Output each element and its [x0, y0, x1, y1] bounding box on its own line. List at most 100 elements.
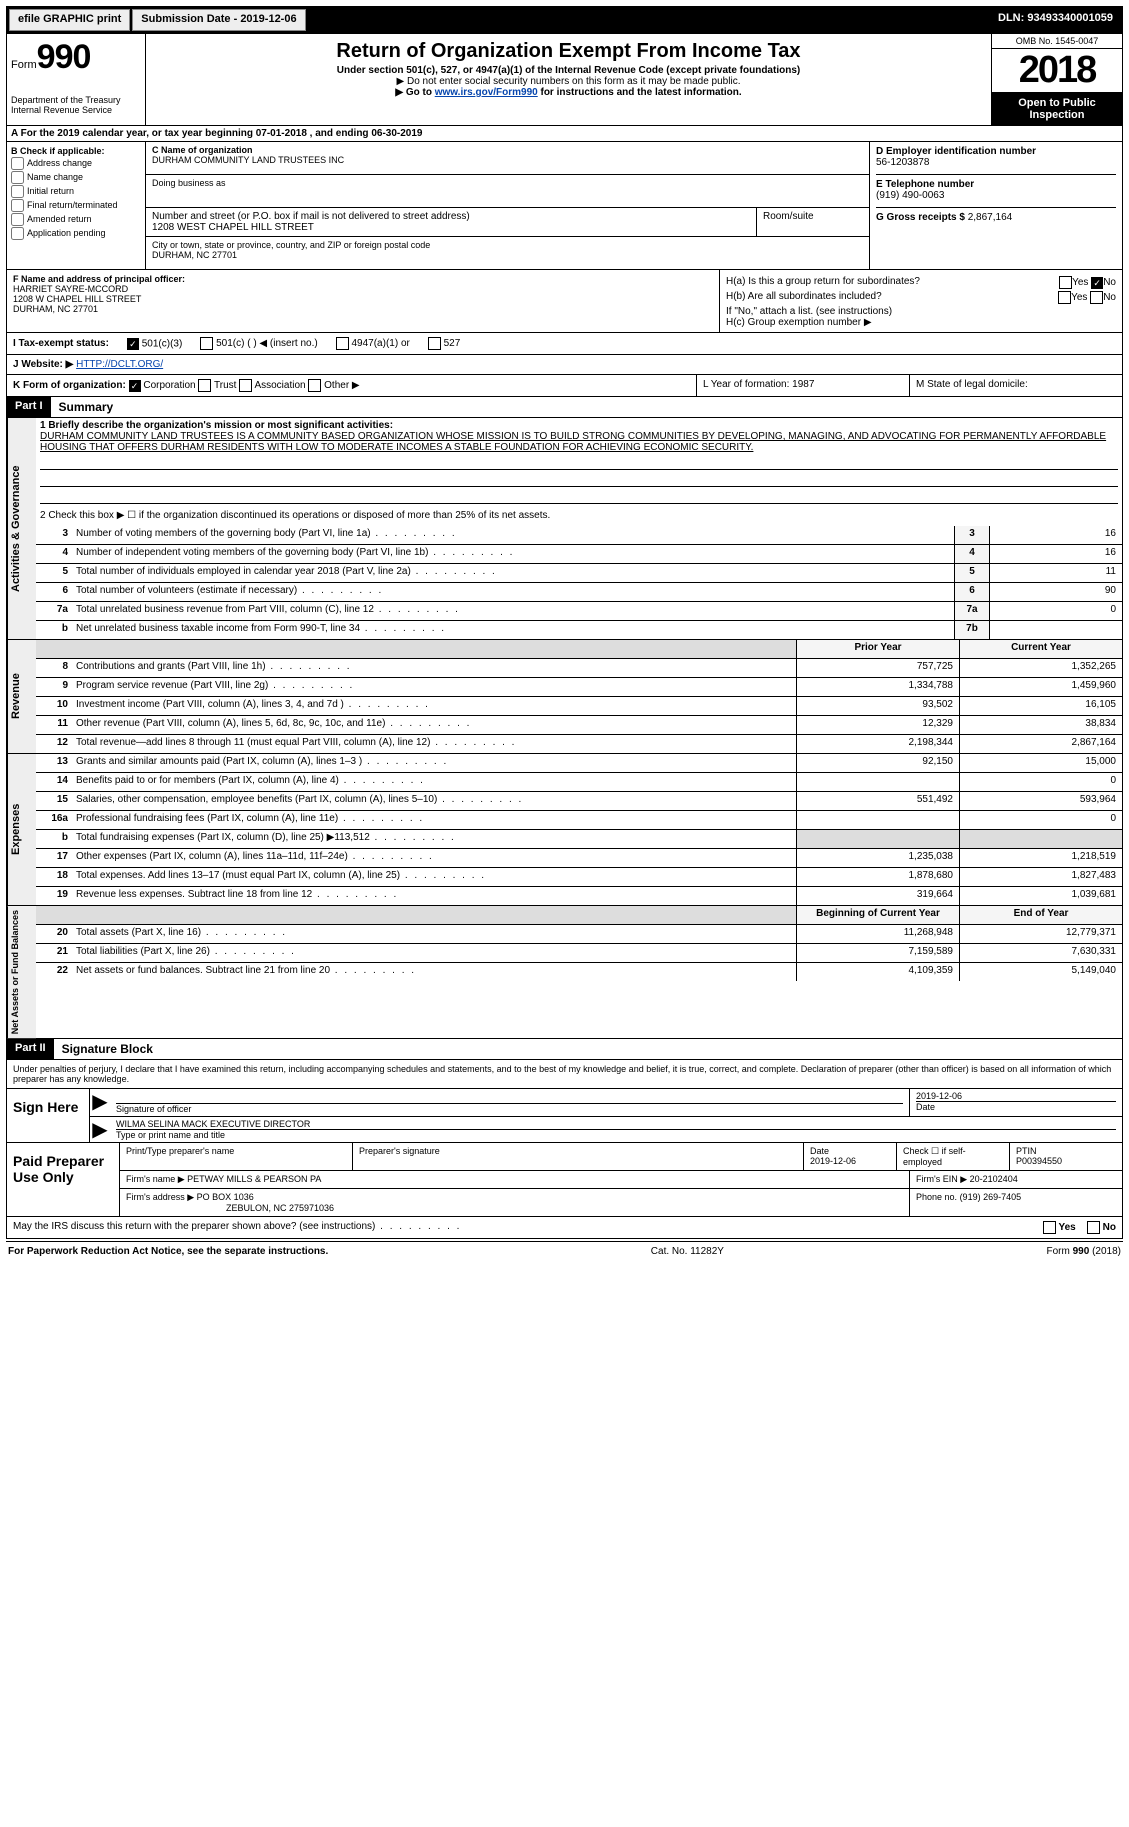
exp-row-13: 13Grants and similar amounts paid (Part … [36, 754, 1122, 773]
chk-final-return[interactable]: Final return/terminated [11, 199, 141, 212]
line-val: 16 [989, 526, 1122, 544]
line-num: 10 [36, 697, 72, 715]
line-desc: Total number of individuals employed in … [72, 564, 954, 582]
chk-name-change[interactable]: Name change [11, 171, 141, 184]
chk-hb-no[interactable] [1090, 291, 1103, 304]
prior-val: 12,329 [796, 716, 959, 734]
line-no-box: 6 [954, 583, 989, 601]
current-val: 5,149,040 [959, 963, 1122, 981]
prep-row-1: Print/Type preparer's name Preparer's si… [120, 1143, 1122, 1171]
line-desc: Total expenses. Add lines 13–17 (must eq… [72, 868, 796, 886]
h-a-label: H(a) Is this a group return for subordin… [726, 276, 920, 289]
chk-ha-yes[interactable] [1059, 276, 1072, 289]
sig-name-value: WILMA SELINA MACK EXECUTIVE DIRECTOR [116, 1119, 1116, 1129]
vtab-expenses: Expenses [7, 754, 36, 905]
perjury-para: Under penalties of perjury, I declare th… [7, 1060, 1122, 1089]
website-link[interactable]: HTTP://DCLT.ORG/ [76, 359, 163, 370]
line-num: 17 [36, 849, 72, 867]
arrow-icon: ▶ [90, 1089, 110, 1116]
chk-4947[interactable]: 4947(a)(1) or [336, 337, 410, 350]
line-desc: Revenue less expenses. Subtract line 18 … [72, 887, 796, 905]
chk-discuss-no[interactable] [1087, 1221, 1100, 1234]
efile-button[interactable]: efile GRAPHIC print [9, 9, 130, 31]
rev-header-row: Prior Year Current Year [36, 640, 1122, 659]
sig-date-label: Date [916, 1101, 1116, 1112]
gov-row-7b: bNet unrelated business taxable income f… [36, 621, 1122, 639]
line1: 1 Briefly describe the organization's mi… [36, 418, 1122, 508]
prior-val: 2,198,344 [796, 735, 959, 753]
line-no-box: 7a [954, 602, 989, 620]
chk-other[interactable]: Other ▶ [308, 380, 359, 391]
line-num: b [36, 621, 72, 639]
chk-501c3[interactable]: ✓ 501(c)(3) [127, 338, 182, 350]
rev-h-blank2 [72, 640, 796, 658]
current-val: 2,867,164 [959, 735, 1122, 753]
form-number: Form990 [11, 38, 141, 77]
line-val: 11 [989, 564, 1122, 582]
phone-label: E Telephone number [876, 179, 1116, 190]
line1-row: 1 Briefly describe the organization's mi… [36, 418, 1122, 508]
cell-gray [959, 830, 1122, 848]
chk-corp[interactable]: ✓ Corporation [129, 380, 196, 391]
chk-hb-yes[interactable] [1058, 291, 1071, 304]
chk-assoc[interactable]: Association [239, 380, 305, 391]
net-h-blank1 [36, 906, 72, 924]
officer-label: F Name and address of principal officer: [13, 274, 713, 284]
line-desc: Total fundraising expenses (Part IX, col… [72, 830, 796, 848]
chk-ha-no[interactable]: ✓ [1091, 277, 1103, 289]
part2-label: Part II [7, 1039, 54, 1059]
chk-501c[interactable]: 501(c) ( ) ◀ (insert no.) [200, 337, 317, 350]
gov-row-3: 3Number of voting members of the governi… [36, 526, 1122, 545]
sig-name-cell: WILMA SELINA MACK EXECUTIVE DIRECTOR Typ… [110, 1117, 1122, 1142]
net-row-22: 22Net assets or fund balances. Subtract … [36, 963, 1122, 981]
open-public-badge: Open to Public Inspection [992, 93, 1122, 125]
blank-line-3 [40, 489, 1118, 504]
current-val: 1,218,519 [959, 849, 1122, 867]
preparer-section: Paid Preparer Use Only Print/Type prepar… [6, 1143, 1123, 1217]
gov-body: 1 Briefly describe the organization's mi… [36, 418, 1122, 639]
blank-line-2 [40, 472, 1118, 487]
chk-address-change[interactable]: Address change [11, 157, 141, 170]
section-identity: B Check if applicable: Address change Na… [6, 142, 1123, 270]
line-no-box: 4 [954, 545, 989, 563]
h-b-label: H(b) Are all subordinates included? [726, 291, 882, 304]
line1-label: 1 Briefly describe the organization's mi… [40, 420, 1118, 431]
street-label: Number and street (or P.O. box if mail i… [152, 211, 750, 222]
line-desc: Other expenses (Part IX, column (A), lin… [72, 849, 796, 867]
line-num: 14 [36, 773, 72, 791]
chk-discuss-yes[interactable] [1043, 1221, 1056, 1234]
part2-header: Part II Signature Block [6, 1039, 1123, 1060]
line-desc: Number of voting members of the governin… [72, 526, 954, 544]
chk-527[interactable]: 527 [428, 337, 460, 350]
line-num: 19 [36, 887, 72, 905]
prep-row-3: Firm's address ▶ PO BOX 1036 ZEBULON, NC… [120, 1189, 1122, 1216]
form-footer: Form 990 (2018) [1047, 1246, 1121, 1257]
spacer [307, 8, 990, 32]
form-header: Form990 Department of the Treasury Inter… [6, 34, 1123, 126]
line-num: 7a [36, 602, 72, 620]
exp-row-19: 19Revenue less expenses. Subtract line 1… [36, 887, 1122, 905]
h-a-answers: Yes ✓No [1059, 276, 1116, 289]
current-val: 12,779,371 [959, 925, 1122, 943]
chk-trust[interactable]: Trust [198, 380, 236, 391]
org-name-cell: C Name of organization DURHAM COMMUNITY … [146, 142, 869, 175]
line-val [989, 621, 1122, 639]
room-label: Room/suite [763, 211, 863, 222]
street-value: 1208 WEST CHAPEL HILL STREET [152, 222, 750, 233]
chk-application-pending[interactable]: Application pending [11, 227, 141, 240]
header-center: Return of Organization Exempt From Incom… [146, 34, 991, 125]
submission-date-button[interactable]: Submission Date - 2019-12-06 [132, 9, 305, 31]
line-num: 18 [36, 868, 72, 886]
irs-link[interactable]: www.irs.gov/Form990 [435, 87, 538, 98]
rev-row-8: 8Contributions and grants (Part VIII, li… [36, 659, 1122, 678]
chk-initial-return[interactable]: Initial return [11, 185, 141, 198]
ptin-label: PTIN [1016, 1146, 1116, 1156]
line-no-box: 3 [954, 526, 989, 544]
line-desc: Salaries, other compensation, employee b… [72, 792, 796, 810]
line-num: 12 [36, 735, 72, 753]
prior-val: 7,159,589 [796, 944, 959, 962]
rev-row-11: 11Other revenue (Part VIII, column (A), … [36, 716, 1122, 735]
k-label: K Form of organization: [13, 380, 126, 391]
chk-amended[interactable]: Amended return [11, 213, 141, 226]
line-desc: Total liabilities (Part X, line 26) [72, 944, 796, 962]
